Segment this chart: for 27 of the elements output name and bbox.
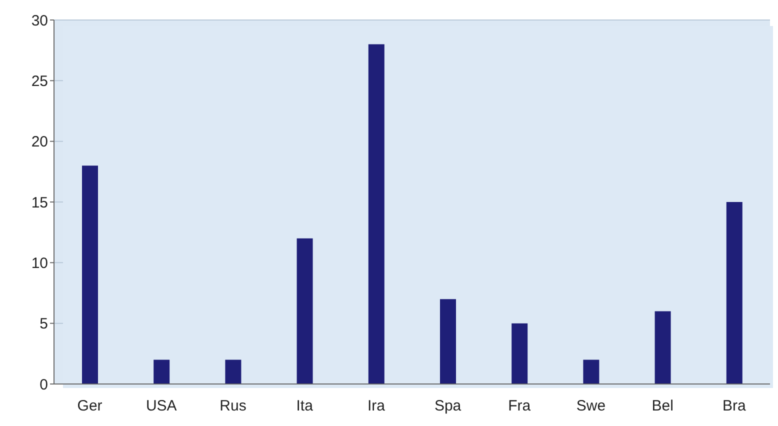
y-tick-label: 0 (40, 376, 48, 394)
bar (440, 299, 456, 384)
x-tick-label: Fra (508, 398, 532, 415)
x-tick-label: Spa (434, 398, 462, 415)
y-tick-label: 15 (31, 194, 48, 212)
bar (82, 166, 98, 384)
bar (296, 238, 313, 384)
x-tick-label: Ira (367, 398, 386, 415)
y-tick-label: 10 (31, 254, 48, 272)
x-tick-label: Swe (576, 398, 606, 415)
x-tick-label: Rus (220, 398, 246, 415)
bar (726, 202, 742, 384)
y-tick-label: 5 (40, 316, 48, 333)
bar (225, 360, 242, 384)
x-tick-label: Bel (652, 398, 674, 415)
x-tick-label: Bra (722, 398, 747, 415)
bar (512, 323, 528, 384)
y-tick-label: 30 (31, 12, 48, 30)
bar (368, 44, 384, 384)
bar (154, 360, 170, 384)
x-tick-label: Ger (77, 398, 102, 415)
bar (583, 360, 600, 384)
bar (654, 311, 671, 384)
x-tick-label: Ita (296, 398, 314, 415)
y-tick-label: 20 (31, 134, 48, 151)
y-tick-label: 25 (31, 72, 48, 90)
x-tick-label: USA (146, 398, 177, 415)
